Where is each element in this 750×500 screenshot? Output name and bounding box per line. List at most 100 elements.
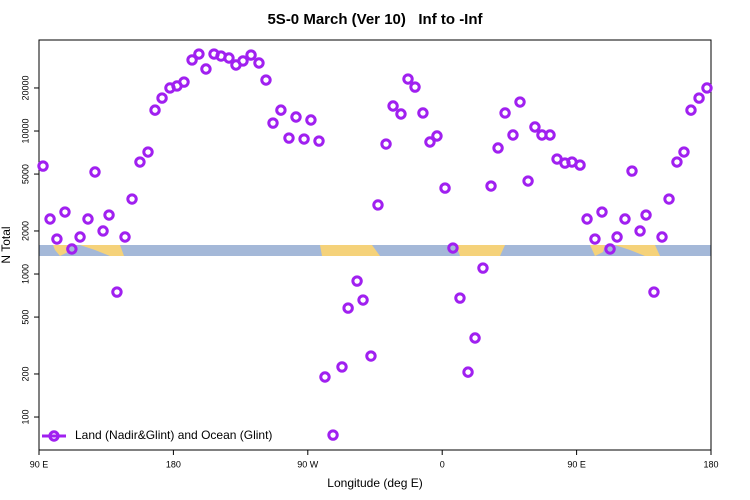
- land-patch: [590, 245, 660, 256]
- point: [529, 121, 541, 133]
- point: [581, 213, 593, 225]
- point: [604, 243, 616, 255]
- point: [149, 104, 161, 116]
- y-tick-label: 200: [20, 366, 30, 381]
- x-tick-label: 90 E: [30, 459, 49, 469]
- point: [678, 146, 690, 158]
- point: [44, 213, 56, 225]
- point: [267, 117, 279, 129]
- point: [611, 231, 623, 243]
- point: [103, 209, 115, 221]
- point: [200, 63, 212, 75]
- point: [589, 233, 601, 245]
- point: [178, 76, 190, 88]
- point: [342, 302, 354, 314]
- point: [417, 107, 429, 119]
- plot-frame: [38, 39, 712, 451]
- y-tick-label: 20000: [20, 75, 30, 100]
- y-tick-label: 10000: [20, 119, 30, 144]
- point: [656, 231, 668, 243]
- point: [290, 111, 302, 123]
- point: [119, 231, 131, 243]
- point: [305, 114, 317, 126]
- point: [327, 429, 339, 441]
- point: [685, 104, 697, 116]
- x-tick-label: 180: [166, 459, 181, 469]
- point: [59, 206, 71, 218]
- legend-marker: [48, 430, 60, 442]
- legend-text: Land (Nadir&Glint) and Ocean (Glint): [75, 428, 272, 442]
- y-tick-label: 1000: [20, 264, 30, 284]
- point: [447, 242, 459, 254]
- point: [477, 262, 489, 274]
- point: [693, 92, 705, 104]
- point: [357, 294, 369, 306]
- point: [134, 156, 146, 168]
- point: [485, 180, 497, 192]
- x-tick-label: 90 W: [297, 459, 319, 469]
- land-patch: [320, 245, 505, 256]
- point: [51, 233, 63, 245]
- x-tick-label: 0: [440, 459, 445, 469]
- point: [37, 160, 49, 172]
- point: [424, 136, 436, 148]
- point: [634, 225, 646, 237]
- point: [492, 142, 504, 154]
- point: [237, 55, 249, 67]
- point: [66, 243, 78, 255]
- point: [283, 132, 295, 144]
- point: [245, 49, 257, 61]
- point: [402, 73, 414, 85]
- point: [82, 213, 94, 225]
- point: [439, 182, 451, 194]
- point: [507, 129, 519, 141]
- point: [275, 104, 287, 116]
- point: [193, 48, 205, 60]
- point: [365, 350, 377, 362]
- point: [640, 209, 652, 221]
- point: [142, 146, 154, 158]
- point: [663, 193, 675, 205]
- point: [469, 332, 481, 344]
- point: [313, 135, 325, 147]
- point: [380, 138, 392, 150]
- point: [514, 96, 526, 108]
- point: [260, 74, 272, 86]
- point: [223, 52, 235, 64]
- chart-title: 5S-0 March (Ver 10) Inf to -Inf: [267, 11, 483, 28]
- point: [186, 54, 198, 66]
- point: [97, 225, 109, 237]
- y-axis-label: N Total: [0, 226, 13, 263]
- point: [126, 193, 138, 205]
- point: [431, 130, 443, 142]
- y-tick-label: 5000: [20, 164, 30, 184]
- point: [387, 100, 399, 112]
- point: [395, 108, 407, 120]
- x-tick-label: 180: [703, 459, 718, 469]
- point: [499, 107, 511, 119]
- point: [253, 57, 265, 69]
- point: [298, 133, 310, 145]
- point: [319, 371, 331, 383]
- point: [351, 275, 363, 287]
- point: [111, 286, 123, 298]
- y-tick-label: 500: [20, 310, 30, 325]
- point: [156, 92, 168, 104]
- point: [372, 199, 384, 211]
- x-tick-label: 90 E: [567, 459, 586, 469]
- point: [522, 175, 534, 187]
- point: [619, 213, 631, 225]
- y-tick-label: 2000: [20, 221, 30, 241]
- point: [544, 129, 556, 141]
- point: [336, 361, 348, 373]
- x-axis-label: Longitude (deg E): [327, 476, 422, 490]
- y-tick-label: 100: [20, 410, 30, 425]
- point: [89, 166, 101, 178]
- point: [462, 366, 474, 378]
- point: [671, 156, 683, 168]
- point: [74, 231, 86, 243]
- point: [648, 286, 660, 298]
- point: [454, 292, 466, 304]
- point: [626, 165, 638, 177]
